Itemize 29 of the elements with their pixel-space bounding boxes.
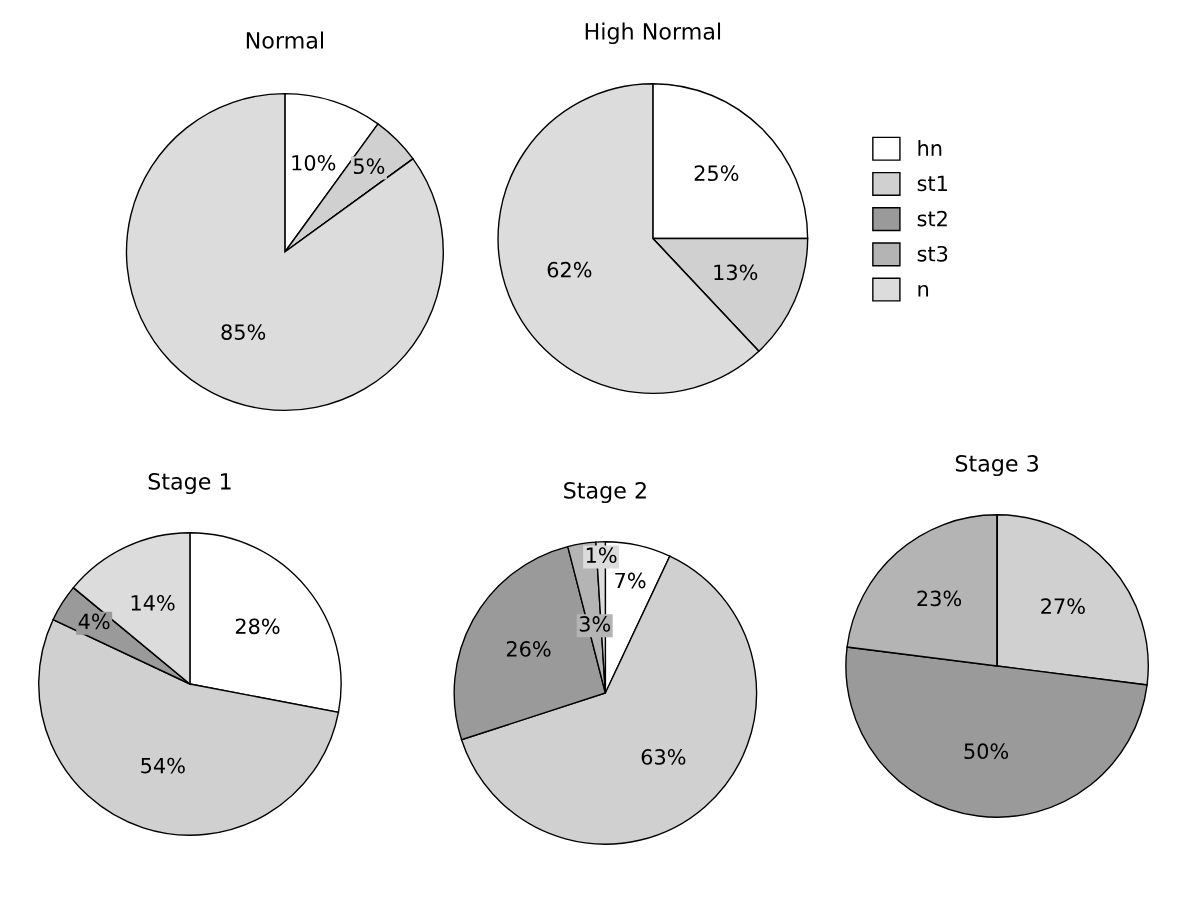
data-label: 10% xyxy=(292,154,336,171)
chart-title: Normal xyxy=(246,31,323,49)
data-label: 25% xyxy=(694,165,739,182)
data-label: 1% xyxy=(586,547,617,564)
data-label: 54% xyxy=(141,757,185,774)
data-label: 63% xyxy=(641,749,686,765)
data-label: 85% xyxy=(221,324,266,340)
data-label: 14% xyxy=(131,594,175,611)
data-label: 13% xyxy=(714,264,758,281)
data-label: 3% xyxy=(579,616,611,632)
legend-label: st1 xyxy=(917,175,947,192)
pie-slice xyxy=(125,92,444,412)
data-label: 62% xyxy=(547,261,592,278)
chart-title: Stage 1 xyxy=(148,472,231,495)
data-label: 7% xyxy=(615,572,646,589)
legend-label: st2 xyxy=(917,210,947,227)
data-label: 23% xyxy=(917,590,962,607)
data-label: 26% xyxy=(506,641,551,657)
legend-label: n xyxy=(918,284,929,297)
chart-title: Stage 2 xyxy=(564,481,646,504)
data-label: 50% xyxy=(964,743,1009,760)
data-label: 5% xyxy=(353,158,385,175)
data-label: 4% xyxy=(78,613,110,630)
chart-title: High Normal xyxy=(585,22,721,45)
data-label: 28% xyxy=(235,618,280,635)
legend-label: st3 xyxy=(917,245,948,262)
legend-label: hn xyxy=(918,139,942,156)
data-label: 27% xyxy=(1041,598,1085,615)
chart-title: Stage 3 xyxy=(955,454,1039,477)
